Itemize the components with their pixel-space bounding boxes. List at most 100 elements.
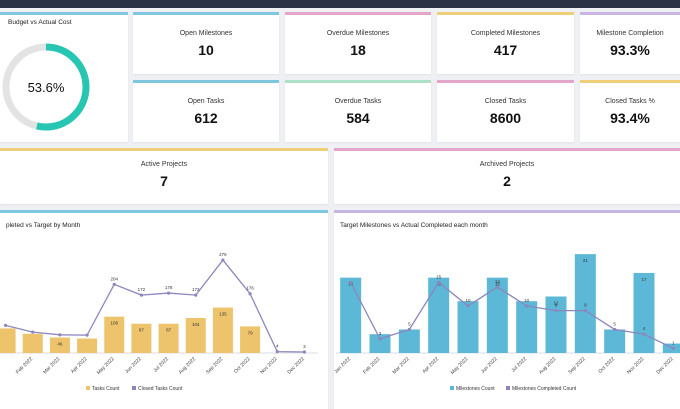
tasks-chart-title: pleted vs Target by Month — [6, 222, 81, 229]
kpi-value: 417 — [493, 42, 518, 58]
card-accent — [437, 12, 574, 15]
card-accent — [437, 80, 574, 83]
line-point — [139, 293, 144, 297]
x-tick-label: Feb 2022 — [15, 356, 34, 375]
budget-percent: 53.6% — [28, 80, 65, 95]
milestones-chart-title: Target Milestones vs Actual Completed ea… — [340, 222, 488, 229]
bar-milestones-count — [340, 277, 362, 353]
line-point — [166, 291, 171, 295]
kpi-card-open-milestones: Open Milestones 10 — [133, 12, 279, 74]
bar-data-label: 87 — [139, 328, 145, 333]
bar-tasks-count — [22, 333, 43, 353]
kpi-label: Closed Tasks — [484, 98, 527, 105]
x-tick-label: Aug 2022 — [178, 356, 198, 376]
line-point — [495, 285, 499, 289]
budget-card: Budget vs Actual Cost 53.6% — [0, 12, 128, 142]
active-projects-value: 7 — [160, 173, 168, 189]
card-accent — [0, 12, 128, 15]
active-projects-label: Active Projects — [140, 161, 188, 168]
x-tick-label: Oct 2022 — [597, 356, 616, 375]
line-data-label: 276 — [219, 252, 227, 257]
budget-donut: 53.6% — [2, 43, 90, 131]
bar-data-label: 104 — [192, 322, 200, 327]
kpi-value: 612 — [194, 110, 218, 126]
line-data-label: 3 — [303, 344, 306, 349]
kpi-card-closed-tasks: Closed Tasks 8600 — [437, 80, 574, 142]
bar-data-label: 79 — [248, 330, 254, 335]
x-tick-label: Apr 2022 — [70, 356, 89, 375]
card-accent — [580, 80, 680, 83]
x-tick-label: Apr 2022 — [421, 356, 440, 375]
bar-data-label: 108 — [110, 321, 118, 326]
line-point — [554, 309, 558, 313]
kpi-label: Overdue Tasks — [334, 98, 382, 105]
x-tick-label: Oct 2022 — [233, 356, 252, 375]
kpi-label: Closed Tasks % — [605, 98, 655, 105]
line-data-label: 172 — [138, 287, 146, 292]
kpi-value: 93.3% — [610, 42, 650, 58]
archived-projects-value: 2 — [503, 173, 511, 189]
x-tick-label: Jun 2022 — [480, 356, 499, 375]
line-data-label: 1 — [672, 340, 675, 345]
line-point — [31, 330, 35, 334]
kpi-value: 93.4% — [610, 110, 650, 126]
x-tick-label: Feb 2022 — [362, 356, 381, 375]
line-data-label: 4 — [276, 344, 279, 349]
bar-data-label: 17 — [641, 277, 647, 282]
card-accent — [334, 148, 680, 151]
kpi-card-overdue-milestones: Overdue Milestones 18 — [285, 12, 431, 74]
donut-progress-arc — [2, 43, 90, 131]
line-point — [112, 282, 116, 286]
bar-data-label: 135 — [219, 312, 227, 317]
kpi-label: Open Tasks — [187, 98, 225, 105]
tasks-chart-card: pleted vs Target by Month 46 108 87 87 104 13… — [0, 210, 328, 409]
x-tick-label: Jul 2022 — [152, 356, 170, 374]
bar-milestones-count — [633, 272, 655, 353]
line-closed-tasks-count — [5, 259, 305, 353]
kpi-label: Overdue Milestones — [326, 30, 390, 37]
line-data-label: 9 — [584, 303, 587, 308]
bar-tasks-count — [104, 316, 125, 353]
line-point — [437, 280, 441, 284]
x-tick-label: Sep 2022 — [205, 356, 225, 376]
line-point — [583, 309, 587, 313]
line-point — [248, 292, 252, 296]
kpi-value: 10 — [198, 42, 214, 58]
line-point — [407, 327, 411, 332]
bar-tasks-count — [49, 337, 70, 353]
x-tick-label: May 2022 — [96, 356, 116, 376]
card-accent — [133, 12, 279, 15]
line-point — [378, 337, 382, 341]
card-accent — [0, 148, 328, 151]
line-data-label: 5 — [613, 321, 616, 326]
x-tick-label: Jan 2022 — [334, 356, 352, 375]
bar-tasks-count — [77, 338, 98, 353]
x-tick-label: Dec 2022 — [286, 356, 306, 376]
bar-milestones-count — [574, 254, 596, 353]
bar-milestones-count — [428, 277, 450, 353]
line-data-label: 9 — [555, 303, 558, 308]
legend-swatch-line — [506, 386, 510, 390]
bar-data-label: 46 — [57, 342, 63, 347]
x-tick-label: Aug 2022 — [538, 356, 558, 376]
bar-tasks-count — [0, 328, 16, 353]
x-tick-label: Sep 2022 — [567, 356, 587, 376]
kpi-card-overdue-tasks: Overdue Tasks 584 — [285, 80, 431, 142]
x-tick-label: Nov 2022 — [626, 356, 646, 376]
line-milestones-completed-count — [350, 281, 674, 349]
bar-tasks-count — [185, 317, 206, 353]
x-tick-label: Mar 2022 — [392, 356, 411, 375]
line-data-label: 3 — [379, 331, 382, 336]
line-data-label: 178 — [165, 285, 173, 290]
line-data-label: 5 — [408, 321, 411, 326]
bar-milestones-count — [516, 301, 538, 353]
milestones-chart-card: Target Milestones vs Actual Completed ea… — [334, 210, 680, 409]
kpi-value: 18 — [350, 42, 366, 58]
kpi-label: Open Milestones — [179, 30, 233, 37]
bar-milestones-count — [398, 329, 420, 353]
legend-label: Milestones Count — [456, 386, 495, 392]
legend-label: Tasks Count — [92, 386, 120, 392]
bar-milestones-count — [457, 301, 479, 353]
bar-tasks-count — [240, 326, 261, 353]
kpi-value: 8600 — [489, 110, 522, 126]
